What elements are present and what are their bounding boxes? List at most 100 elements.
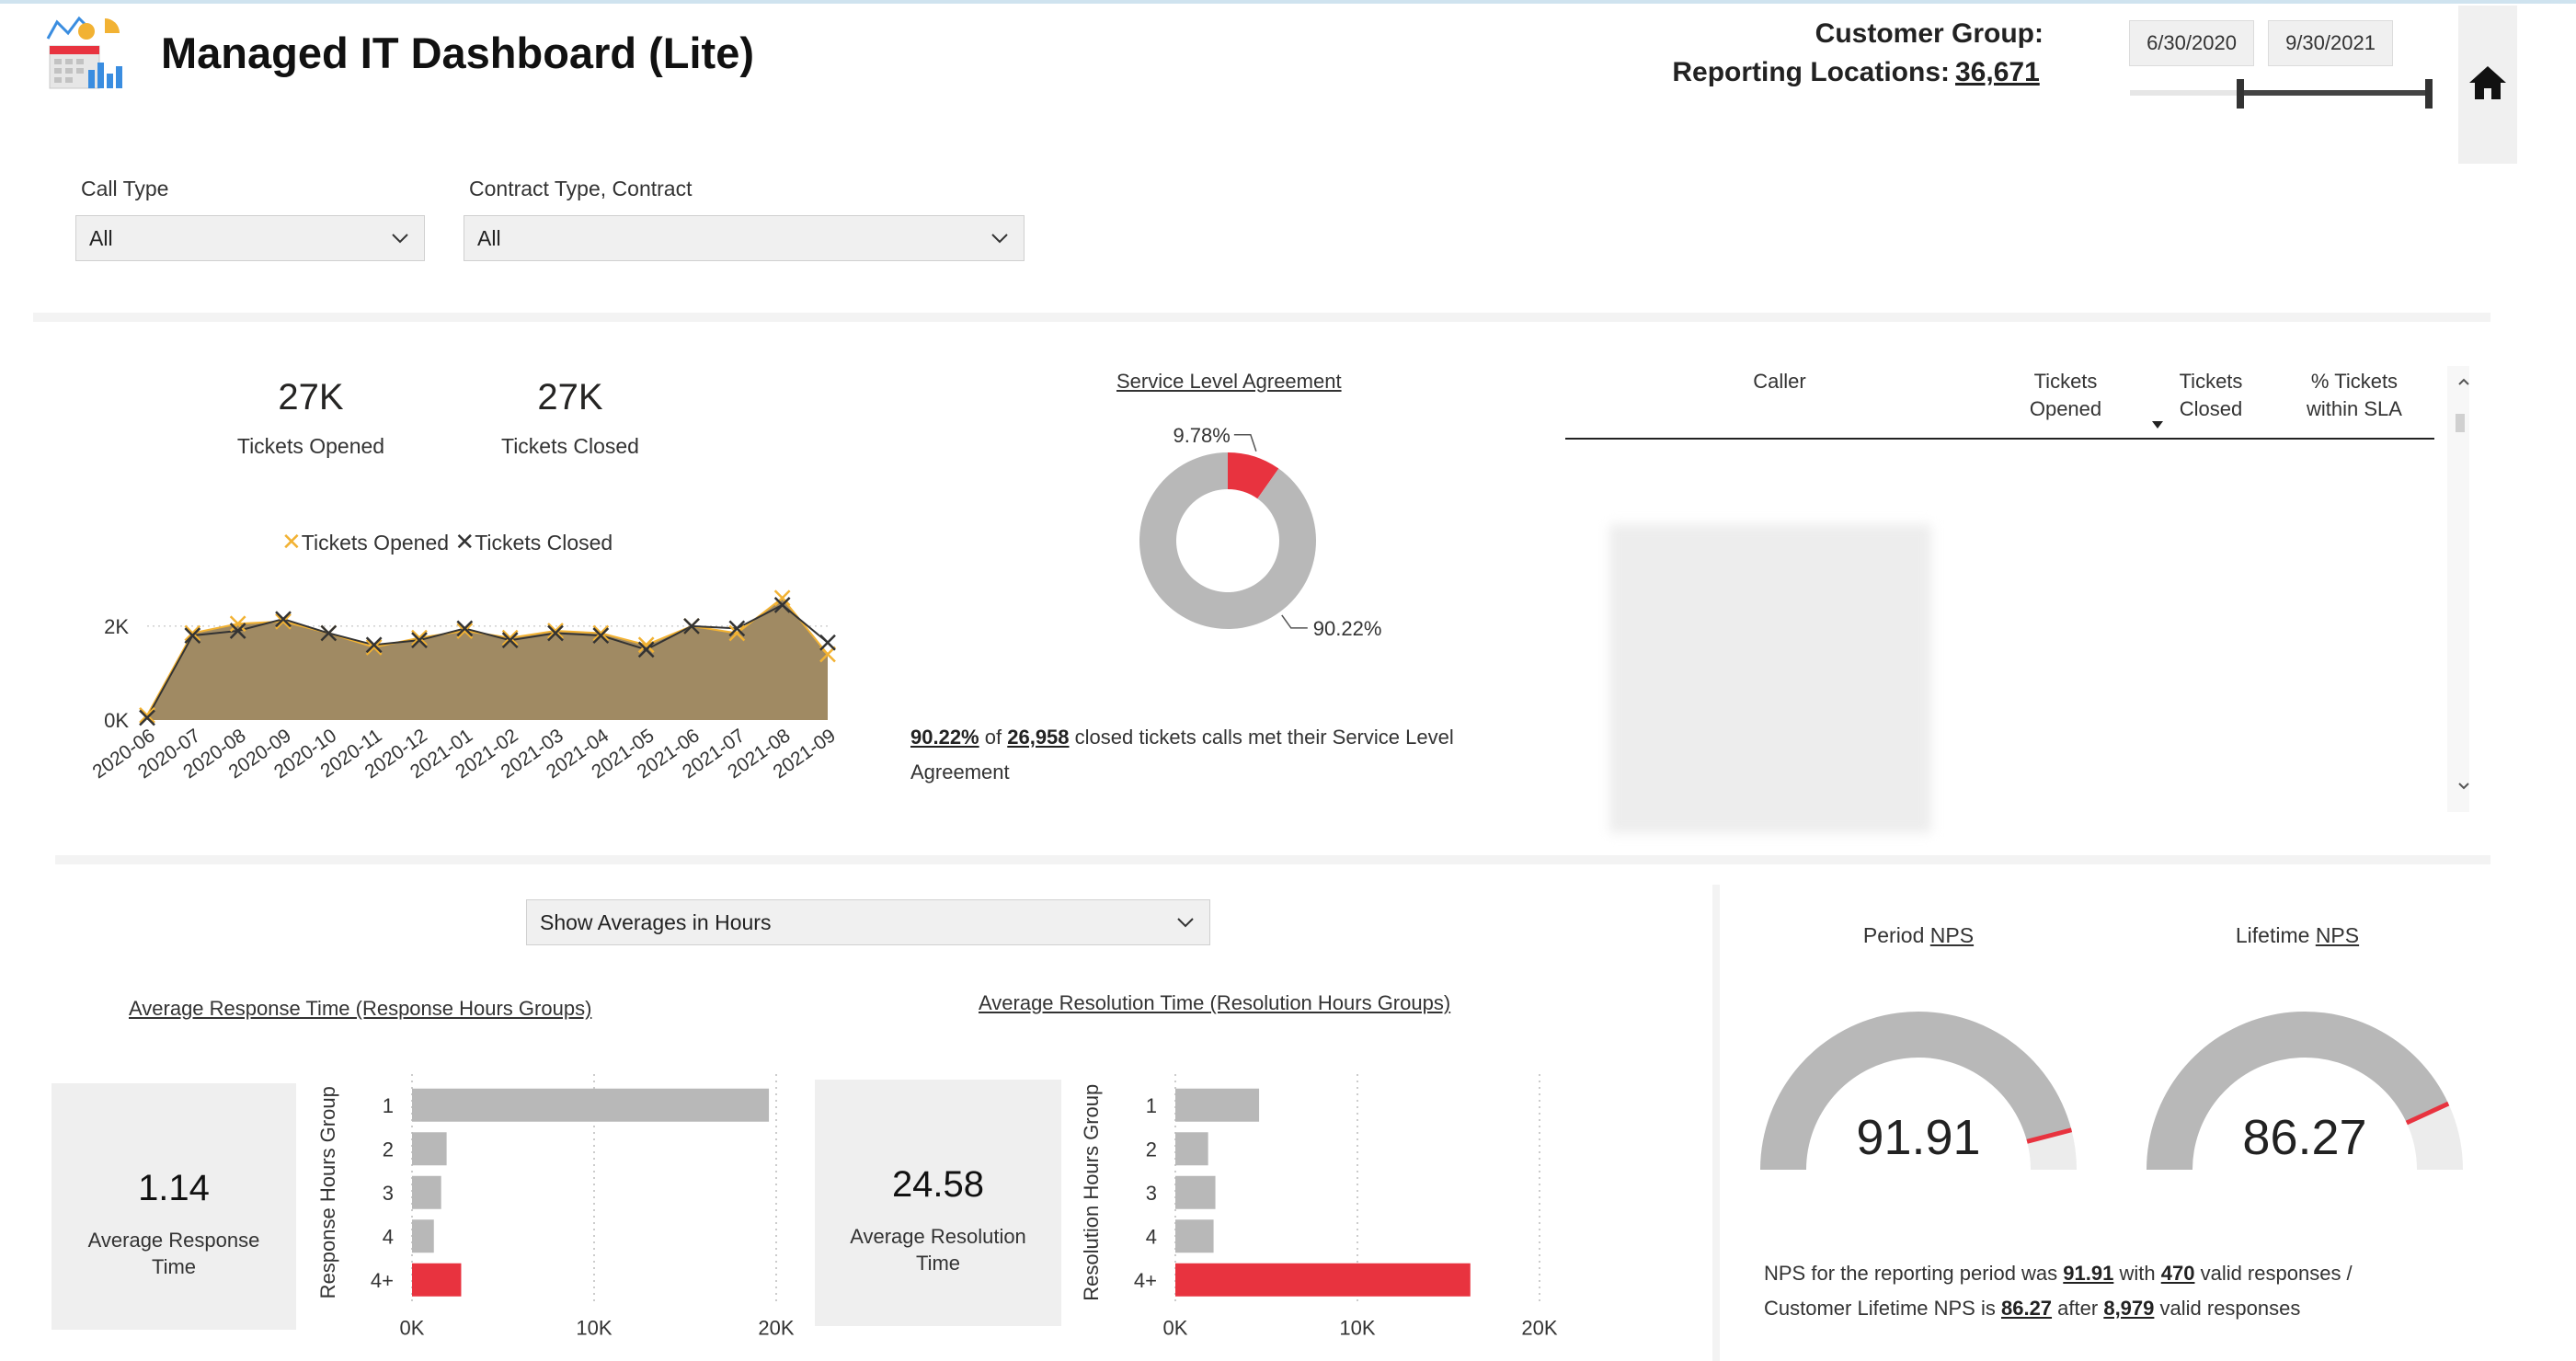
nps-text-2: Customer Lifetime NPS is	[1764, 1297, 1996, 1320]
customer-group-label: Customer Group:	[1815, 18, 2044, 49]
tickets-closed-databar	[2168, 488, 2200, 518]
sla-pct-cell: 97.50%	[2354, 737, 2423, 761]
nps-text-with: with	[2119, 1262, 2156, 1285]
tickets-opened-cell: 93	[2117, 695, 2140, 719]
scroll-up-icon[interactable]	[2457, 377, 2470, 386]
avg-response-label-line2: Time	[151, 1255, 197, 1278]
tickets-opened-kpi-value: 27K	[278, 377, 344, 417]
tickets-opened-cell: 110	[2107, 613, 2140, 637]
response-chart-title[interactable]: Average Response Time (Response Hours Gr…	[129, 997, 592, 1020]
tickets-opened-point	[728, 624, 746, 642]
legend-opened-label[interactable]: Tickets Opened	[301, 531, 450, 555]
nps-text-lifetime-responses: 8,979	[2103, 1297, 2155, 1320]
call-type-dropdown[interactable]: All	[75, 215, 425, 261]
tickets-opened-databar	[2002, 734, 2006, 763]
tickets-closed-cell: 129	[2239, 572, 2273, 596]
home-icon[interactable]	[2467, 64, 2508, 101]
tickets-closed-cell: 80	[2250, 737, 2273, 761]
reporting-locations-value[interactable]: 36,671	[1955, 57, 2040, 87]
col-header-tickets-opened-line2: Opened	[2029, 397, 2102, 420]
period-nps-value: 91.91	[1856, 1110, 1981, 1165]
col-header-tickets-closed[interactable]: Tickets Closed	[2152, 368, 2270, 423]
hours-group-bar	[412, 1219, 434, 1253]
nps-text-lifetime-value: 86.27	[2000, 1297, 2053, 1320]
averages-unit-value: Show Averages in Hours	[540, 910, 772, 934]
averages-unit-dropdown[interactable]: Show Averages in Hours	[526, 899, 1210, 945]
sla-chart-title[interactable]: Service Level Agreement	[1116, 370, 1342, 393]
date-start-input[interactable]: 6/30/2020	[2129, 20, 2254, 66]
tickets-closed-databar	[2168, 447, 2278, 476]
y-tick-label: 4+	[1134, 1269, 1157, 1292]
tickets-area-chart: 2K0K2020-062020-072020-082020-092020-102…	[89, 589, 840, 783]
avg-resolution-label-line2: Time	[915, 1252, 961, 1275]
x-tick-label: 10K	[576, 1317, 612, 1340]
tickets-closed-point	[184, 627, 201, 644]
sla-cell-background	[2283, 812, 2433, 849]
date-end-input[interactable]: 9/30/2021	[2268, 20, 2393, 66]
tickets-opened-cell: 244	[2106, 532, 2140, 555]
tickets-closed-cell: 72	[2250, 818, 2273, 842]
table-row[interactable]: 992 1,013 99.80%	[1565, 483, 2434, 523]
tickets-opened-databar	[2002, 652, 2007, 681]
hours-group-bar	[1175, 1263, 1471, 1297]
table-row[interactable]: -- -- 3,457 3,486 99.40%	[1565, 441, 2434, 482]
tickets-closed-cell: 3,486	[2222, 450, 2273, 473]
scroll-down-icon[interactable]	[2457, 782, 2470, 791]
tickets-opened-databar	[2002, 775, 2006, 805]
sla-summary-text: 90.22% of 26,958 closed tickets calls me…	[910, 720, 1499, 790]
sla-donut-slice	[1139, 452, 1316, 629]
period-nps-link[interactable]: NPS	[1929, 923, 1975, 947]
sla-donut-chart: 9.78% 90.22%	[1139, 424, 1382, 640]
hours-group-bar	[1175, 1175, 1216, 1209]
sort-desc-icon	[2152, 421, 2163, 429]
tickets-closed-point	[411, 632, 428, 649]
tickets-closed-point	[592, 627, 610, 644]
top-accent-line	[0, 0, 2576, 4]
sla-pct-cell: 95.70%	[2354, 695, 2423, 719]
avg-resolution-value: 24.58	[891, 1164, 985, 1205]
table-scroll-thumb[interactable]	[2456, 414, 2465, 432]
col-header-caller[interactable]: Caller	[1753, 370, 1806, 393]
col-header-sla-line1: % Tickets	[2310, 370, 2399, 393]
tickets-opened-databar	[2002, 693, 2006, 723]
chevron-down-icon	[991, 234, 1008, 244]
nps-text-1: NPS for the reporting period was	[1764, 1262, 2058, 1285]
date-slider-start-handle[interactable]	[2237, 79, 2245, 109]
legend-closed-label[interactable]: Tickets Closed	[475, 531, 613, 555]
tickets-closed-point	[728, 620, 746, 637]
tickets-opened-databar	[2002, 611, 2007, 640]
y-tick-label: 1	[1146, 1094, 1157, 1117]
sla-cell-background	[2283, 648, 2433, 685]
sla-leader-line	[1281, 614, 1308, 629]
date-slider-end-handle[interactable]	[2425, 79, 2433, 109]
sla-slice-label: 90.22%	[1313, 617, 1382, 640]
col-header-tickets-opened[interactable]: Tickets Opened	[2005, 368, 2126, 423]
avg-response-label-line1: Average Response	[87, 1229, 260, 1252]
hours-group-bar	[1175, 1219, 1214, 1253]
tickets-opened-point	[275, 612, 292, 630]
col-header-sla[interactable]: % Tickets within SLA	[2281, 368, 2428, 423]
nps-summary-text: NPS for the reporting period was 91.91 w…	[1764, 1256, 2555, 1326]
tickets-closed-kpi-value: 27K	[537, 377, 603, 417]
gauge-value-arc	[2147, 1012, 2449, 1170]
call-type-label: Call Type	[81, 177, 169, 200]
tickets-closed-point	[139, 709, 155, 726]
hours-group-bar	[412, 1088, 770, 1122]
lifetime-nps-link[interactable]: NPS	[2315, 923, 2360, 947]
table-header-rule	[1565, 438, 2434, 440]
avg-resolution-label-line1: Average Resolution	[850, 1225, 1026, 1248]
nps-text-period-responses: 470	[2160, 1262, 2195, 1285]
chevron-down-icon	[1177, 918, 1194, 928]
table-scrollbar[interactable]	[2447, 366, 2469, 812]
tickets-opened-point	[139, 707, 155, 724]
contract-type-dropdown[interactable]: All	[464, 215, 1025, 261]
x-tick-label: 10K	[1339, 1317, 1375, 1340]
gauge-value-arc	[1760, 1012, 2072, 1170]
sla-donut-slice	[1228, 452, 1279, 499]
hours-group-bar	[412, 1132, 447, 1166]
avg-resolution-label: Average Resolution Time	[815, 1223, 1061, 1276]
sla-pct: 90.22%	[910, 726, 979, 749]
resolution-chart-title[interactable]: Average Resolution Time (Resolution Hour…	[979, 991, 1451, 1014]
y-axis-label: Response Hours Group	[316, 1086, 339, 1298]
tickets-opened-point	[637, 636, 655, 654]
